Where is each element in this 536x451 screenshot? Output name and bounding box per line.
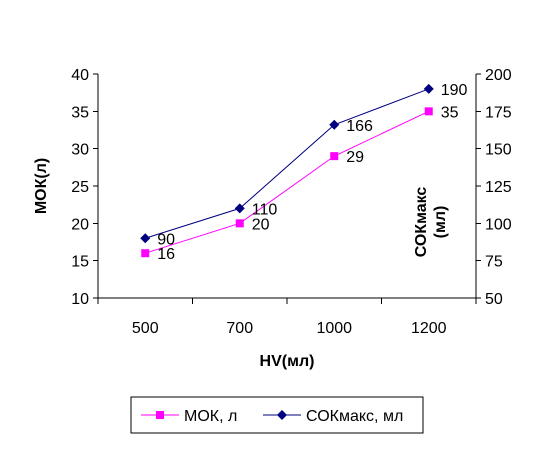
data-point-square <box>235 219 244 228</box>
data-point-square <box>141 249 150 258</box>
data-label: 110 <box>252 201 278 218</box>
data-label: 190 <box>441 82 468 99</box>
data-label: 166 <box>346 118 373 135</box>
left-y-tick-label: 10 <box>71 291 89 308</box>
series-line-0 <box>145 110 429 254</box>
left-y-tick-label: 25 <box>71 179 89 196</box>
data-point-diamond <box>329 119 340 130</box>
left-y-tick-label: 15 <box>71 254 89 271</box>
right-y-tick-label: 125 <box>485 179 512 196</box>
data-label: 35 <box>441 104 459 121</box>
right-y-tick-label: 150 <box>485 142 512 159</box>
right-y-tick-label: 175 <box>485 104 512 121</box>
right-y-axis-title-part: (мл) <box>432 206 449 239</box>
data-label: 20 <box>252 216 270 233</box>
data-point-diamond <box>140 233 151 244</box>
data-label: 16 <box>157 246 175 263</box>
right-y-axis-title: СОКмакс (мл) <box>413 187 449 258</box>
left-y-tick-label: 40 <box>71 67 89 84</box>
right-y-tick-label: 75 <box>485 254 503 271</box>
data-label: 90 <box>157 231 175 248</box>
x-tick-label: 1200 <box>411 320 447 337</box>
right-y-tick-label: 200 <box>485 67 512 84</box>
left-y-axis-title: МОК(л) <box>33 158 50 214</box>
series-line-1 <box>145 88 429 239</box>
legend-marker-diamond <box>277 410 287 420</box>
legend-label: СОКмакс, мл <box>306 408 403 425</box>
data-point-diamond <box>423 83 434 94</box>
x-tick-label: 700 <box>226 320 253 337</box>
left-y-tick-label: 35 <box>71 104 89 121</box>
data-point-diamond <box>234 203 245 214</box>
legend-marker-square <box>156 411 164 419</box>
x-tick-label: 500 <box>132 320 159 337</box>
right-y-axis-title-part: СОКмакс <box>413 187 430 258</box>
left-y-tick-label: 30 <box>71 142 89 159</box>
data-point-square <box>424 107 433 116</box>
data-point-square <box>330 152 339 161</box>
left-y-tick-label: 20 <box>71 216 89 233</box>
right-y-tick-label: 50 <box>485 291 503 308</box>
right-y-tick-label: 100 <box>485 216 512 233</box>
x-axis-title: HV(мл) <box>260 353 315 370</box>
legend-label: МОК, л <box>184 408 237 425</box>
x-tick-label: 1000 <box>316 320 352 337</box>
data-label: 29 <box>346 149 364 166</box>
